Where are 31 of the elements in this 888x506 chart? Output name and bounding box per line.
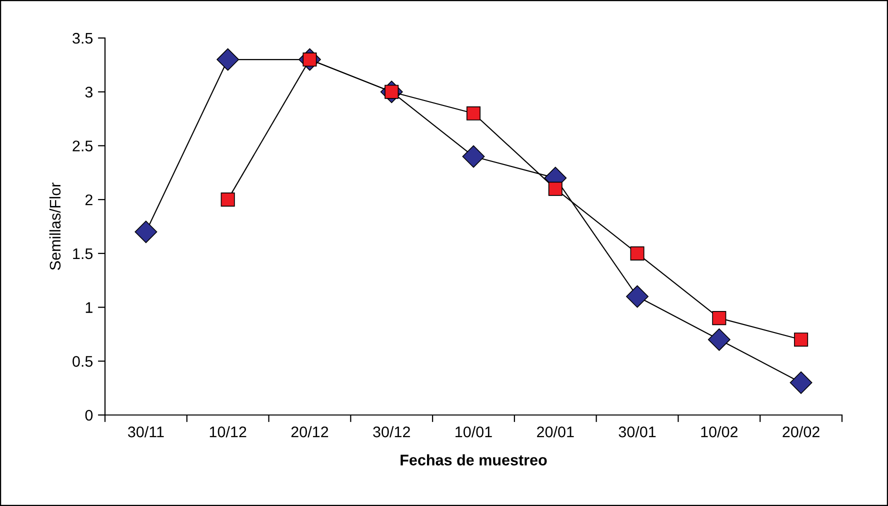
y-tick-label: 0.5	[72, 356, 93, 367]
y-tick-label: 0	[85, 410, 93, 421]
x-tick-label: 30/11	[128, 426, 164, 438]
point	[466, 106, 481, 120]
x-tick-label: 10/02	[701, 426, 738, 438]
y-tick-label: 2	[85, 194, 92, 206]
y-tick-label: 3	[85, 86, 93, 98]
point	[626, 285, 648, 308]
x-tick-label: 20/12	[291, 426, 328, 438]
point	[548, 182, 562, 196]
x-tick-label: 30/01	[618, 426, 656, 438]
y-tick-label: 3.5	[72, 32, 93, 44]
point	[708, 328, 730, 351]
y-tick-label: 1	[86, 302, 92, 313]
point	[630, 246, 644, 260]
y-axis-title: Semillas/Flor	[49, 182, 61, 270]
x-tick-label: 20/02	[782, 426, 820, 438]
point	[790, 371, 812, 394]
point	[134, 220, 158, 244]
x-axis-title: Fechas de muestreo	[400, 454, 547, 466]
point	[794, 332, 808, 347]
point	[216, 48, 240, 71]
x-tick-label: 10/01	[456, 426, 492, 438]
point	[712, 311, 726, 326]
x-tick-label: 10/12	[210, 426, 246, 438]
x-tick-label: 30/12	[373, 426, 410, 438]
point	[462, 145, 485, 168]
y-tick-label: 2.5	[72, 140, 93, 152]
y-tick-label: 1.5	[73, 248, 93, 260]
point	[220, 192, 235, 207]
x-tick-label: 20/01	[537, 426, 574, 438]
